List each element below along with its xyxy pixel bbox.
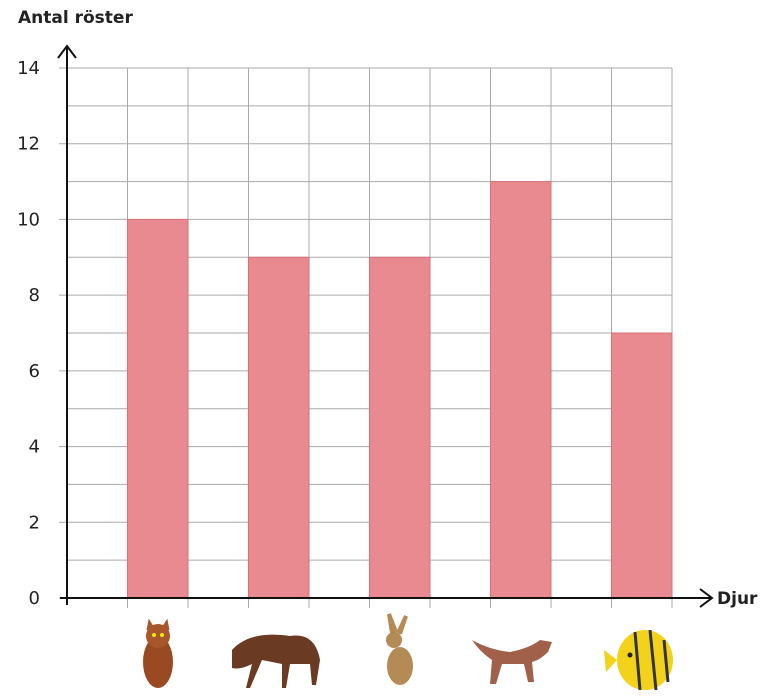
y-tick-label: 2 [29,512,40,533]
x-axis-label: Djur [717,589,758,609]
y-axis-label: Antal röster [18,8,133,28]
bar [369,256,431,599]
y-tick-label: 8 [29,285,40,306]
y-tick-label: 12 [17,134,40,155]
horse-icon [232,634,320,688]
y-tick-label: 0 [29,588,40,609]
bar [490,181,552,599]
bar [611,332,673,599]
bars [127,181,673,599]
fish-icon [604,629,673,691]
y-tick-label: 10 [17,209,40,230]
y-tick-label: 6 [29,361,40,382]
x-axis [60,588,714,608]
dog-icon [472,640,552,684]
bar [127,218,189,599]
y-tick-label: 4 [29,437,40,458]
y-axis [57,44,77,605]
rabbit-icon [386,613,413,685]
bar [248,256,310,599]
y-tick-label: 14 [17,58,40,79]
cat-icon [143,618,173,688]
